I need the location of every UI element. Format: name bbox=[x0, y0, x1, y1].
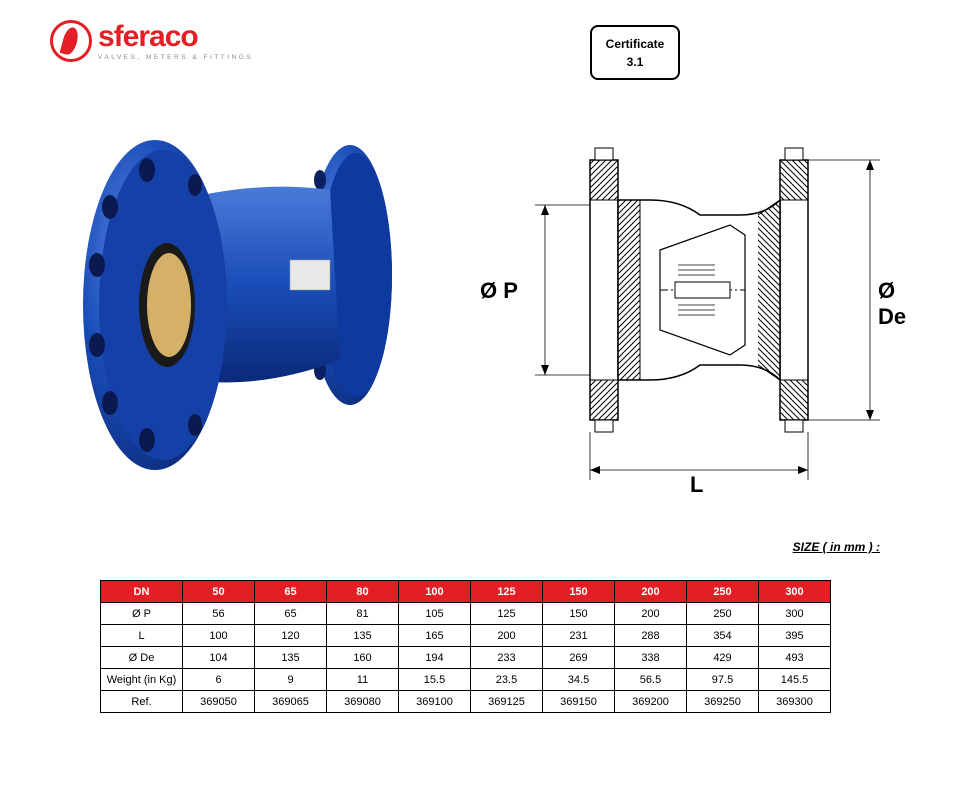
header-cell: 150 bbox=[543, 581, 615, 603]
data-cell: 100 bbox=[183, 625, 255, 647]
data-cell: 429 bbox=[687, 647, 759, 669]
size-caption: SIZE ( in mm ) : bbox=[793, 540, 880, 554]
brand-tagline: VALVES, METERS & FITTINGS bbox=[98, 54, 253, 61]
data-cell: 15.5 bbox=[399, 669, 471, 691]
data-cell: 354 bbox=[687, 625, 759, 647]
data-cell: 145.5 bbox=[759, 669, 831, 691]
header-cell: 100 bbox=[399, 581, 471, 603]
data-cell: 65 bbox=[255, 603, 327, 625]
data-cell: 194 bbox=[399, 647, 471, 669]
header-cell: 250 bbox=[687, 581, 759, 603]
header-cell: DN bbox=[101, 581, 183, 603]
data-cell: 135 bbox=[327, 625, 399, 647]
row-label: Ø P bbox=[101, 603, 183, 625]
table-row: Ref.369050369065369080369100369125369150… bbox=[101, 691, 831, 713]
data-cell: 97.5 bbox=[687, 669, 759, 691]
data-cell: 338 bbox=[615, 647, 687, 669]
data-cell: 493 bbox=[759, 647, 831, 669]
data-cell: 369125 bbox=[471, 691, 543, 713]
certificate-value: 3.1 bbox=[627, 53, 644, 71]
data-cell: 395 bbox=[759, 625, 831, 647]
data-cell: 231 bbox=[543, 625, 615, 647]
data-cell: 125 bbox=[471, 603, 543, 625]
data-cell: 34.5 bbox=[543, 669, 615, 691]
row-label: Ref. bbox=[101, 691, 183, 713]
table-row: Ø De104135160194233269338429493 bbox=[101, 647, 831, 669]
table-row: Ø P566581105125150200250300 bbox=[101, 603, 831, 625]
data-cell: 369300 bbox=[759, 691, 831, 713]
technical-diagram: Ø P Ø De L bbox=[480, 130, 920, 500]
header: sferaco VALVES, METERS & FITTINGS Certif… bbox=[50, 20, 910, 90]
product-photo bbox=[40, 120, 450, 490]
logo-icon bbox=[50, 20, 92, 62]
data-cell: 23.5 bbox=[471, 669, 543, 691]
brand-logo: sferaco VALVES, METERS & FITTINGS bbox=[50, 20, 253, 62]
table-header-row: DN 50 65 80 100 125 150 200 250 300 bbox=[101, 581, 831, 603]
data-cell: 11 bbox=[327, 669, 399, 691]
header-cell: 80 bbox=[327, 581, 399, 603]
dimension-label-l: L bbox=[690, 472, 703, 498]
data-cell: 135 bbox=[255, 647, 327, 669]
data-cell: 56.5 bbox=[615, 669, 687, 691]
data-cell: 269 bbox=[543, 647, 615, 669]
data-cell: 369100 bbox=[399, 691, 471, 713]
certificate-label: Certificate bbox=[606, 35, 665, 53]
data-cell: 105 bbox=[399, 603, 471, 625]
header-cell: 50 bbox=[183, 581, 255, 603]
data-cell: 150 bbox=[543, 603, 615, 625]
header-cell: 200 bbox=[615, 581, 687, 603]
data-cell: 233 bbox=[471, 647, 543, 669]
data-cell: 369065 bbox=[255, 691, 327, 713]
data-cell: 369150 bbox=[543, 691, 615, 713]
data-cell: 200 bbox=[471, 625, 543, 647]
certificate-badge: Certificate 3.1 bbox=[590, 25, 680, 80]
row-label: L bbox=[101, 625, 183, 647]
data-cell: 9 bbox=[255, 669, 327, 691]
data-cell: 369050 bbox=[183, 691, 255, 713]
data-cell: 6 bbox=[183, 669, 255, 691]
header-cell: 125 bbox=[471, 581, 543, 603]
specification-table: DN 50 65 80 100 125 150 200 250 300 Ø P5… bbox=[100, 580, 831, 713]
data-cell: 300 bbox=[759, 603, 831, 625]
brand-name: sferaco bbox=[98, 22, 253, 52]
table-row: L100120135165200231288354395 bbox=[101, 625, 831, 647]
header-cell: 65 bbox=[255, 581, 327, 603]
data-cell: 369200 bbox=[615, 691, 687, 713]
dimension-label-de: Ø De bbox=[878, 278, 920, 330]
data-cell: 165 bbox=[399, 625, 471, 647]
table-row: Weight (in Kg)691115.523.534.556.597.514… bbox=[101, 669, 831, 691]
data-cell: 56 bbox=[183, 603, 255, 625]
header-cell: 300 bbox=[759, 581, 831, 603]
row-label: Weight (in Kg) bbox=[101, 669, 183, 691]
data-cell: 369250 bbox=[687, 691, 759, 713]
data-cell: 104 bbox=[183, 647, 255, 669]
row-label: Ø De bbox=[101, 647, 183, 669]
data-cell: 200 bbox=[615, 603, 687, 625]
data-cell: 81 bbox=[327, 603, 399, 625]
data-cell: 288 bbox=[615, 625, 687, 647]
dimension-label-p: Ø P bbox=[480, 278, 518, 304]
data-cell: 369080 bbox=[327, 691, 399, 713]
data-cell: 160 bbox=[327, 647, 399, 669]
data-cell: 120 bbox=[255, 625, 327, 647]
data-cell: 250 bbox=[687, 603, 759, 625]
